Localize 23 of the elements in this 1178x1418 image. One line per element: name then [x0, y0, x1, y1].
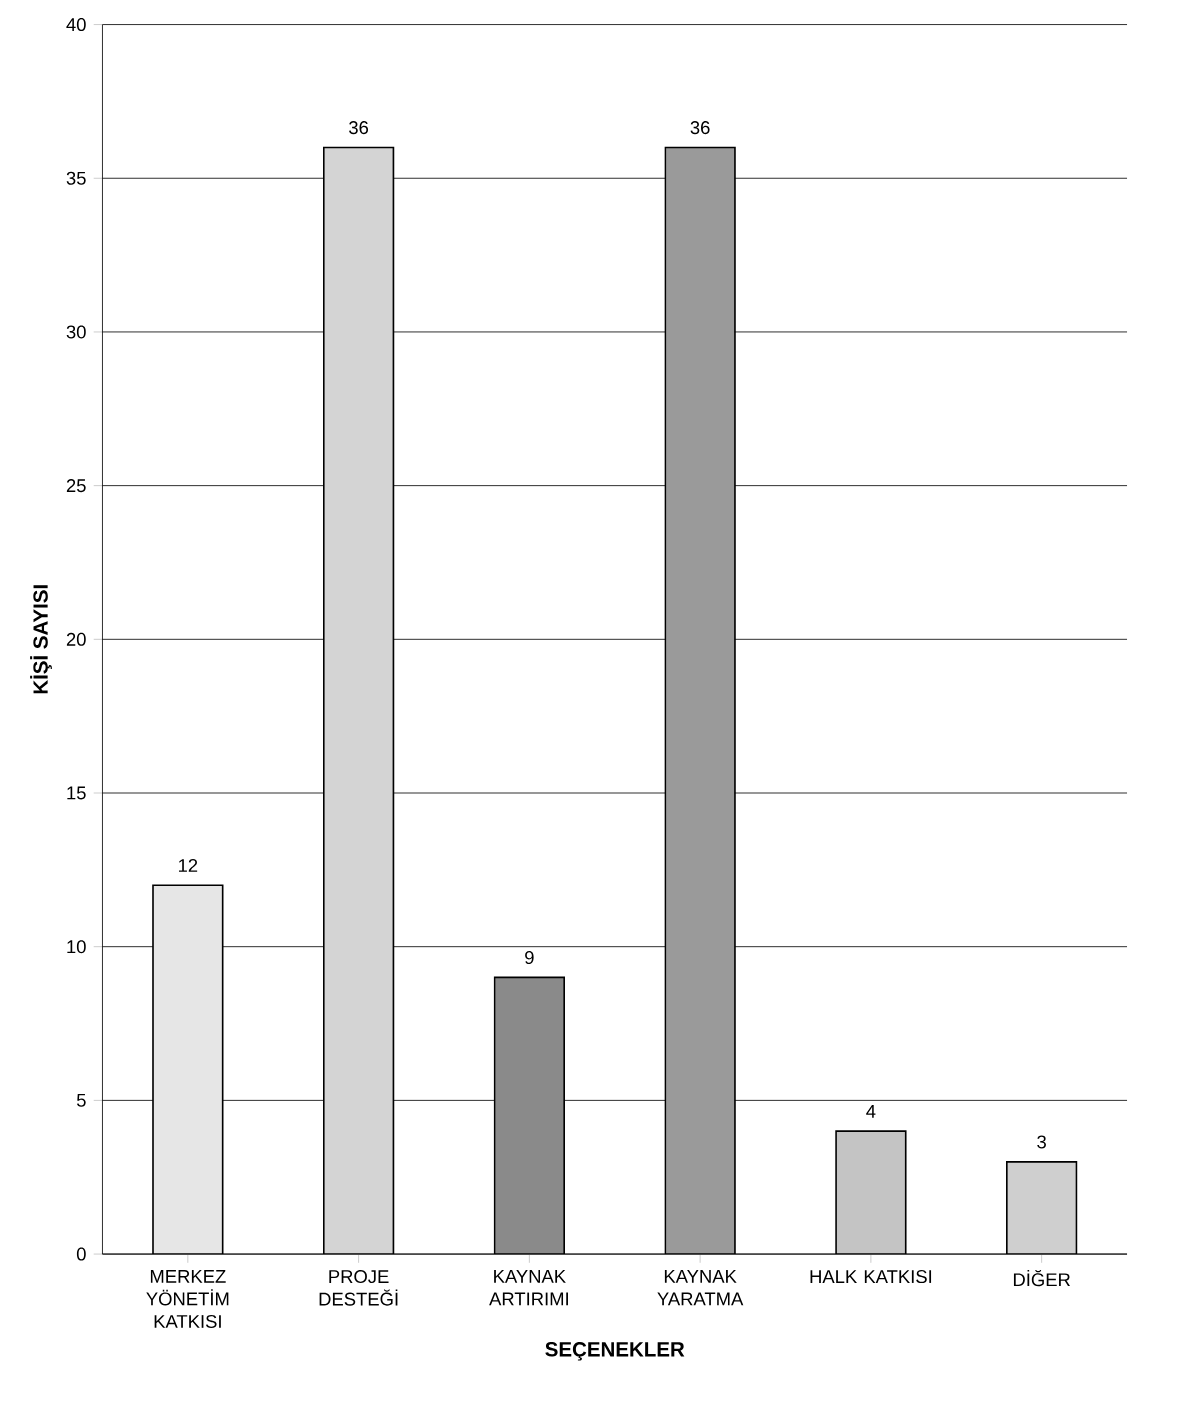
data-label: 36 [348, 121, 368, 135]
y-tick-label: 0 [76, 1247, 86, 1261]
y-tick-label: 10 [67, 940, 86, 954]
x-tick-label: DİĞER [1013, 1270, 1070, 1287]
y-tick-label: 5 [76, 1093, 86, 1107]
data-label: 4 [866, 1105, 876, 1118]
y-tick-label: 30 [66, 325, 86, 339]
x-axis-title: SEÇENEKLER [545, 1342, 685, 1361]
x-tick-label: MERKEZ YÖNETİM KATKISI [146, 1270, 229, 1329]
y-tick-label: 25 [66, 479, 86, 493]
y-tick-label: 20 [66, 632, 86, 646]
x-tick-label: KAYNAK ARTIRIMI [488, 1270, 568, 1306]
data-label: 9 [524, 950, 534, 965]
y-tick-label: 40 [66, 18, 86, 32]
data-label: 36 [690, 121, 710, 135]
x-tick-label: PROJE DESTEĞİ [319, 1270, 398, 1306]
y-tick-label: 35 [66, 171, 86, 185]
y-axis-title: KİŞİ SAYISI [29, 585, 52, 694]
y-tick-label: 15 [67, 786, 86, 800]
data-label: 12 [178, 858, 198, 872]
x-tick-label: KAYNAK YARATMA [657, 1270, 744, 1306]
data-label: 3 [1037, 1135, 1046, 1149]
x-tick-label: HALK KATKISI [810, 1270, 931, 1284]
